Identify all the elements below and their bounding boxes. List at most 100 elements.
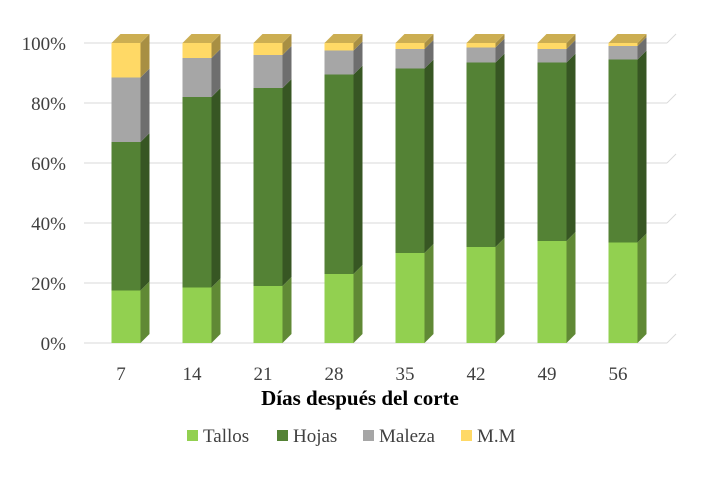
bar-column: [111, 34, 150, 343]
bar-segment-side: [353, 265, 363, 343]
legend-label: Tallos: [203, 426, 249, 447]
y-axis-ticks: 0% 20% 40% 60% 80% 100%: [22, 34, 67, 355]
legend-swatch: [277, 430, 288, 441]
bars-area: [111, 34, 647, 343]
legend: Tallos Hojas Maleza M.M: [187, 426, 516, 447]
bar-segment: [324, 43, 354, 51]
bar-segment-side: [211, 49, 221, 97]
legend-swatch: [187, 430, 198, 441]
bar-segment: [324, 50, 354, 75]
bar-segment-side: [353, 41, 363, 75]
bar-segment-side: [566, 40, 576, 63]
bar-segment: [537, 49, 567, 63]
bar-segment-side: [637, 50, 647, 243]
gridlines: [84, 33, 677, 344]
y-tick-label: 100%: [22, 34, 67, 55]
gridline-depth: [666, 153, 677, 164]
bar-segment: [395, 253, 425, 343]
bar-segment-side: [211, 34, 221, 58]
bar-column: [608, 34, 647, 343]
legend-label: M.M: [477, 426, 516, 447]
gridline-depth: [666, 33, 677, 44]
bar-segment-side: [424, 59, 434, 253]
bar-segment-side: [282, 34, 292, 55]
bar-top: [395, 34, 434, 43]
bar-segment-side: [495, 53, 505, 247]
bar-segment: [324, 274, 354, 343]
legend-label: Hojas: [293, 426, 337, 447]
bar-segment-side: [140, 281, 150, 343]
x-tick-label: 14: [183, 364, 203, 385]
bar-segment-side: [140, 34, 150, 78]
legend-item: Tallos: [187, 426, 249, 447]
y-tick-label: 60%: [31, 154, 66, 175]
bar-segment: [182, 97, 212, 288]
y-tick-label: 80%: [31, 94, 66, 115]
bar-segment: [537, 62, 567, 241]
bar-segment: [466, 62, 496, 247]
legend-item: Maleza: [363, 426, 435, 447]
bar-segment: [395, 43, 425, 49]
bar-top: [537, 34, 576, 43]
x-tick-label: 56: [609, 364, 628, 385]
bar-top: [182, 34, 221, 43]
bar-segment: [111, 77, 141, 142]
bar-segment: [608, 59, 638, 243]
bar-top: [466, 34, 505, 43]
y-tick-label: 20%: [31, 274, 66, 295]
bar-segment: [182, 43, 212, 58]
bar-segment: [324, 74, 354, 274]
bar-segment-side: [566, 53, 576, 241]
bar-segment-side: [353, 65, 363, 274]
x-axis-ticks: 7 14 21 28 35 42 49 56: [116, 364, 627, 385]
bar-top: [324, 34, 363, 43]
y-tick-label: 0%: [41, 334, 67, 355]
bar-segment: [111, 290, 141, 343]
legend-item: Hojas: [277, 426, 337, 447]
bar-column: [253, 34, 292, 343]
x-tick-label: 35: [396, 364, 415, 385]
bar-segment-side: [424, 34, 434, 49]
x-axis-title: Días después del corte: [261, 386, 459, 410]
legend-label: Maleza: [379, 426, 435, 447]
bar-column: [395, 34, 434, 343]
bar-segment: [182, 58, 212, 97]
bar-segment-side: [424, 244, 434, 343]
bar-segment: [395, 68, 425, 253]
bar-segment-side: [140, 133, 150, 291]
bar-segment-side: [211, 88, 221, 288]
bar-segment: [466, 247, 496, 343]
bar-segment: [537, 241, 567, 343]
bar-top: [608, 34, 647, 43]
bar-segment-side: [566, 34, 576, 49]
legend-swatch: [461, 430, 472, 441]
gridline-depth: [666, 213, 677, 224]
gridline-depth: [666, 273, 677, 284]
bar-segment-side: [637, 37, 647, 60]
x-tick-label: 21: [254, 364, 273, 385]
bar-segment: [253, 88, 283, 286]
bar-segment-side: [282, 277, 292, 343]
bar-top: [111, 34, 150, 43]
bar-segment-side: [211, 278, 221, 343]
bar-segment: [253, 286, 283, 343]
bar-top: [253, 34, 292, 43]
x-tick-label: 7: [116, 364, 126, 385]
bar-segment-side: [637, 233, 647, 343]
legend-swatch: [363, 430, 374, 441]
bar-segment: [253, 55, 283, 88]
bar-segment: [466, 47, 496, 63]
bar-segment-side: [495, 238, 505, 343]
bar-segment: [111, 43, 141, 78]
bar-segment-side: [424, 40, 434, 69]
bar-segment: [253, 43, 283, 55]
x-tick-label: 28: [325, 364, 344, 385]
bar-segment: [111, 142, 141, 291]
bar-segment-side: [637, 34, 647, 46]
bar-segment: [608, 46, 638, 60]
bar-segment-side: [566, 232, 576, 343]
bar-column: [324, 34, 363, 343]
bar-segment: [608, 242, 638, 343]
bar-segment: [182, 287, 212, 343]
